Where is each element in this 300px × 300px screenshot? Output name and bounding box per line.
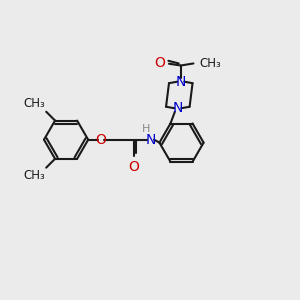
Text: O: O	[128, 160, 139, 174]
Text: O: O	[95, 133, 106, 147]
Text: CH₃: CH₃	[23, 97, 45, 110]
Text: CH₃: CH₃	[23, 169, 45, 182]
Text: CH₃: CH₃	[199, 57, 221, 70]
Text: N: N	[176, 75, 186, 89]
Text: N: N	[172, 101, 183, 115]
Text: O: O	[154, 56, 165, 70]
Text: N: N	[146, 133, 156, 147]
Text: H: H	[142, 124, 150, 134]
